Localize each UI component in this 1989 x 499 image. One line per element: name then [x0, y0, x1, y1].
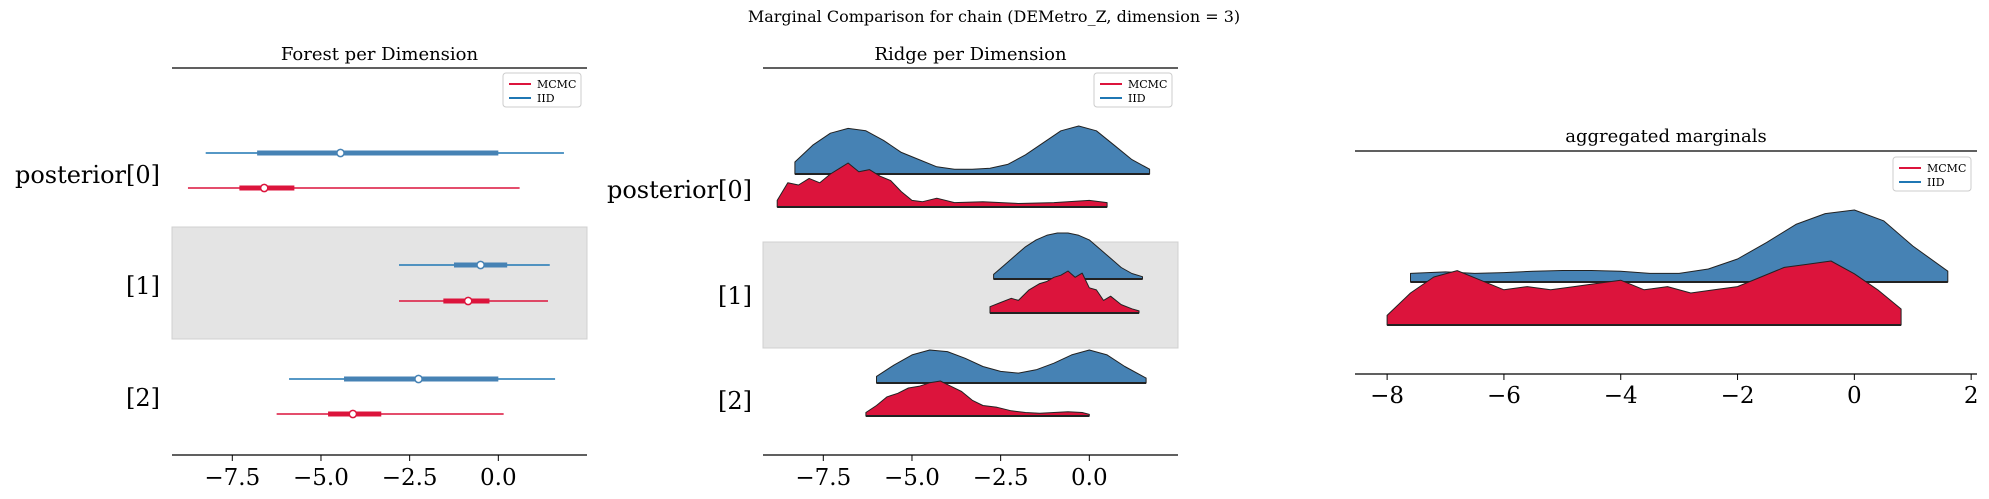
- panel-2: Ridge per Dimension −7.5 −5.0 −2.5 0.0 poster…: [607, 44, 1179, 491]
- x-tick-label: 0: [1847, 383, 1862, 409]
- x-tick-label: 0.0: [480, 465, 517, 491]
- row-band: [762, 241, 1179, 349]
- x-tick-label: −8: [1370, 383, 1404, 409]
- panel-title: Ridge per Dimension: [874, 44, 1067, 65]
- x-tick-label: −7.5: [204, 465, 260, 491]
- mcmc-median-point: [463, 296, 473, 306]
- row-label: [1]: [718, 282, 752, 310]
- panel-title: Forest per Dimension: [281, 44, 479, 65]
- row-label: [1]: [126, 272, 160, 300]
- mcmc-median-point: [348, 409, 358, 419]
- row-band: [171, 226, 588, 340]
- mcmc-density-ridge: [1386, 260, 1902, 326]
- row-label: posterior[0]: [15, 161, 160, 189]
- x-tick-label: 2: [1964, 383, 1979, 409]
- mcmc-median-point: [259, 183, 269, 193]
- mcmc-density-ridge: [989, 270, 1140, 314]
- legend-label-mcmc: MCMC: [1128, 78, 1167, 91]
- panel-1: Forest per Dimension −7.5 −5.0 −2.5 0.0 poste…: [15, 44, 588, 491]
- x-tick-label: −6: [1487, 383, 1521, 409]
- x-tick-label: 0.0: [1071, 465, 1108, 491]
- iid-density-ridge: [993, 232, 1143, 280]
- x-tick-label: −4: [1604, 383, 1638, 409]
- iid-median-point: [476, 260, 485, 270]
- row-label: [2]: [718, 387, 752, 415]
- figure-suptitle: Marginal Comparison for chain (DEMetro_Z…: [748, 7, 1240, 26]
- x-tick-label: −2.5: [382, 465, 438, 491]
- x-tick-label: −2.5: [973, 465, 1029, 491]
- iid-density-ridge: [794, 125, 1151, 175]
- x-tick-label: −2: [1721, 383, 1755, 409]
- row-label: [2]: [126, 384, 160, 412]
- legend-label-mcmc: MCMC: [537, 78, 576, 91]
- mcmc-density-ridge: [865, 380, 1090, 417]
- mcmc-density-ridge: [776, 162, 1108, 208]
- iid-median-point: [414, 374, 423, 384]
- legend-label-iid: IID: [537, 92, 555, 105]
- legend-label-iid: IID: [1128, 92, 1146, 105]
- x-tick-label: −7.5: [795, 465, 851, 491]
- panel-title: aggregated marginals: [1565, 126, 1766, 147]
- legend-label-mcmc: MCMC: [1927, 162, 1966, 175]
- iid-density-ridge: [1410, 209, 1949, 283]
- x-tick-label: −5.0: [293, 465, 349, 491]
- x-tick-label: −5.0: [884, 465, 940, 491]
- row-label: posterior[0]: [607, 176, 752, 204]
- legend-label-iid: IID: [1927, 176, 1945, 189]
- iid-density-ridge: [876, 349, 1147, 384]
- iid-median-point: [336, 148, 345, 158]
